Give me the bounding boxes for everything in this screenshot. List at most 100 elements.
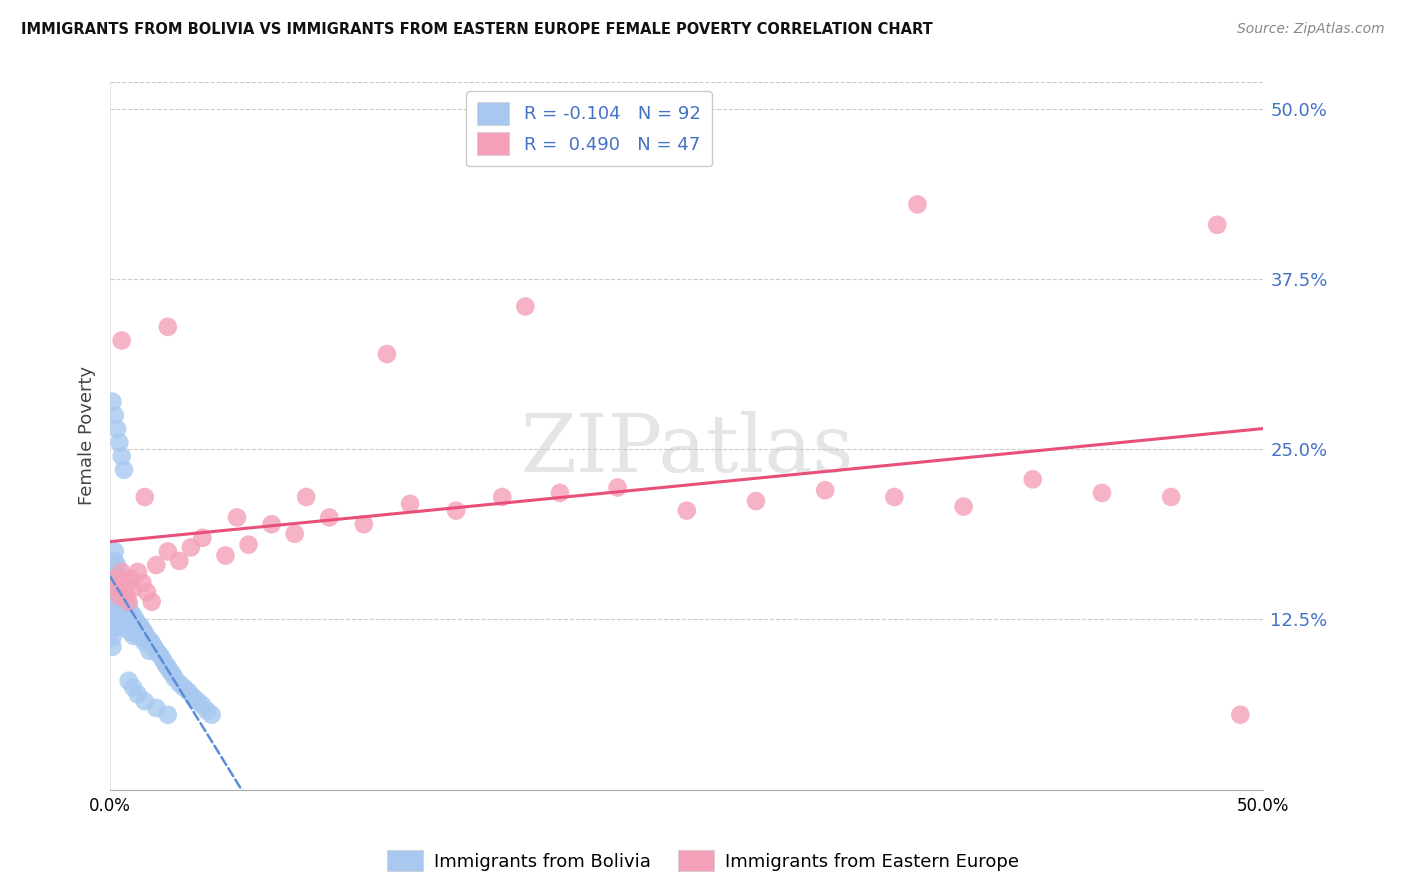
Point xyxy=(105,567,128,582)
Point xyxy=(145,558,167,572)
Point xyxy=(883,490,905,504)
Point xyxy=(515,300,537,314)
Point xyxy=(226,510,249,524)
Point xyxy=(143,640,166,654)
Point xyxy=(101,630,124,644)
Point xyxy=(318,510,340,524)
Point xyxy=(108,592,131,607)
Point xyxy=(214,549,236,563)
Point xyxy=(606,480,628,494)
Point xyxy=(117,673,139,688)
Point xyxy=(115,612,138,626)
Point xyxy=(238,538,260,552)
Point xyxy=(111,565,134,579)
Point xyxy=(163,671,186,685)
Point xyxy=(117,595,139,609)
Point xyxy=(127,626,149,640)
Point xyxy=(120,606,142,620)
Point xyxy=(101,606,124,620)
Point xyxy=(117,599,139,613)
Point xyxy=(120,572,142,586)
Point xyxy=(195,704,218,718)
Point xyxy=(148,647,170,661)
Point xyxy=(115,622,138,636)
Point xyxy=(353,517,375,532)
Point xyxy=(122,608,145,623)
Point xyxy=(149,649,172,664)
Point xyxy=(124,612,146,626)
Point xyxy=(191,698,214,713)
Point xyxy=(108,603,131,617)
Point xyxy=(187,694,209,708)
Point xyxy=(129,630,152,644)
Point xyxy=(260,517,283,532)
Point xyxy=(101,612,124,626)
Point xyxy=(1091,486,1114,500)
Point xyxy=(105,581,128,595)
Point xyxy=(152,653,174,667)
Point xyxy=(108,581,131,595)
Point xyxy=(111,599,134,613)
Point xyxy=(375,347,398,361)
Point xyxy=(134,635,156,649)
Point xyxy=(295,490,318,504)
Point xyxy=(745,494,768,508)
Point xyxy=(1022,472,1045,486)
Point xyxy=(444,503,467,517)
Point xyxy=(111,588,134,602)
Point xyxy=(111,449,134,463)
Point xyxy=(104,565,127,579)
Point xyxy=(105,588,128,602)
Point xyxy=(111,609,134,624)
Point xyxy=(155,657,177,672)
Point xyxy=(127,616,149,631)
Point xyxy=(105,598,128,612)
Point xyxy=(177,684,200,698)
Point xyxy=(115,601,138,615)
Point xyxy=(101,640,124,654)
Point xyxy=(169,554,191,568)
Point xyxy=(117,619,139,633)
Point xyxy=(141,635,163,649)
Point xyxy=(104,608,127,623)
Point xyxy=(127,565,149,579)
Point xyxy=(101,622,124,636)
Point xyxy=(1160,490,1182,504)
Point xyxy=(112,616,135,631)
Point xyxy=(675,503,697,517)
Point xyxy=(907,197,929,211)
Point xyxy=(105,558,128,572)
Point xyxy=(101,572,124,586)
Point xyxy=(1206,218,1229,232)
Point xyxy=(115,588,138,602)
Point xyxy=(173,681,195,695)
Point xyxy=(122,619,145,633)
Point xyxy=(952,500,974,514)
Point xyxy=(136,585,159,599)
Point xyxy=(138,632,160,647)
Point xyxy=(108,572,131,586)
Point xyxy=(112,606,135,620)
Point xyxy=(136,630,159,644)
Point xyxy=(180,541,202,555)
Point xyxy=(134,694,156,708)
Point xyxy=(131,622,153,636)
Point xyxy=(131,575,153,590)
Point xyxy=(108,612,131,626)
Point xyxy=(191,531,214,545)
Y-axis label: Female Poverty: Female Poverty xyxy=(79,367,96,506)
Point xyxy=(399,497,422,511)
Point xyxy=(101,592,124,607)
Point xyxy=(104,409,127,423)
Point xyxy=(104,590,127,604)
Point xyxy=(548,486,571,500)
Point xyxy=(491,490,513,504)
Point xyxy=(122,681,145,695)
Point xyxy=(111,334,134,348)
Point xyxy=(122,581,145,595)
Point xyxy=(129,619,152,633)
Point xyxy=(112,463,135,477)
Text: IMMIGRANTS FROM BOLIVIA VS IMMIGRANTS FROM EASTERN EUROPE FEMALE POVERTY CORRELA: IMMIGRANTS FROM BOLIVIA VS IMMIGRANTS FR… xyxy=(21,22,932,37)
Point xyxy=(117,608,139,623)
Point xyxy=(145,701,167,715)
